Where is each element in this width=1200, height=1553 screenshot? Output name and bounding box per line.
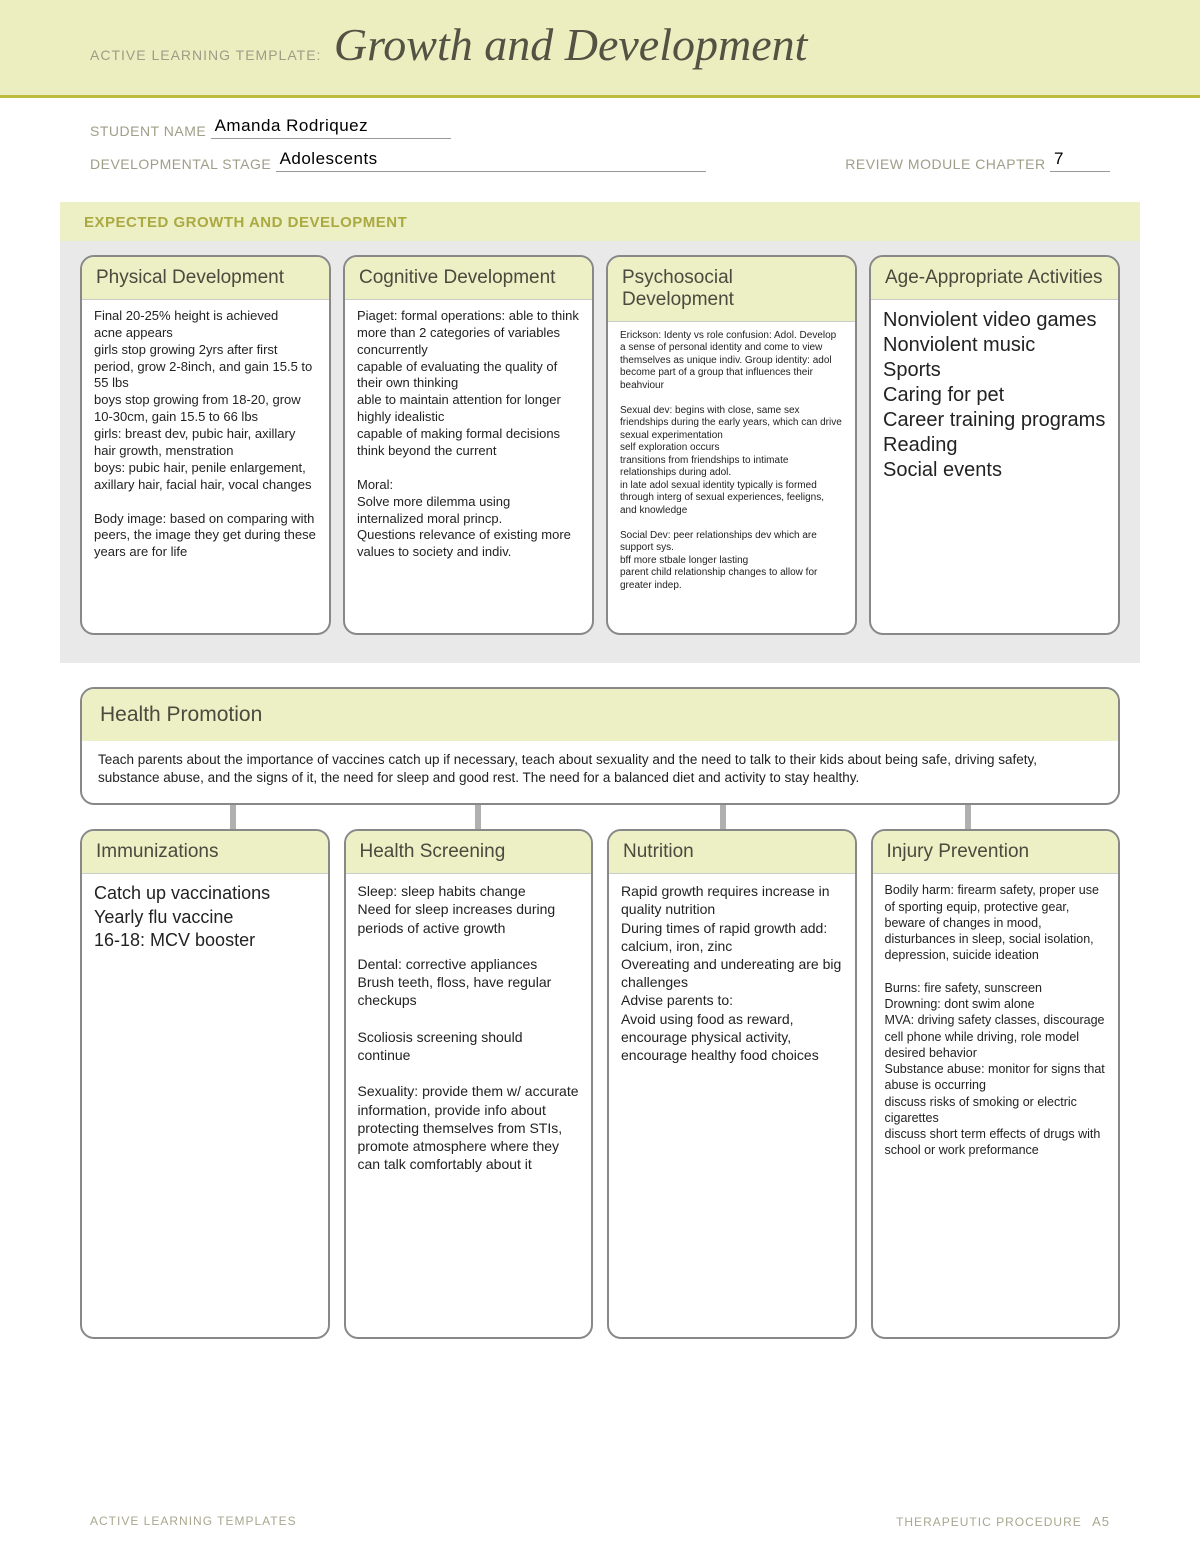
screen-body: Sleep: sleep habits change Need for slee… [346, 874, 592, 1185]
header-title: Growth and Development [334, 18, 808, 71]
health-promotion-wrap: Health Promotion Teach parents about the… [80, 687, 1120, 829]
stage-row: DEVELOPMENTAL STAGE Adolescents REVIEW M… [90, 149, 1110, 172]
card-activities-title: Age-Appropriate Activities [871, 257, 1118, 300]
screen-title: Health Screening [346, 831, 592, 874]
card-injury: Injury Prevention Bodily harm: firearm s… [871, 829, 1121, 1339]
student-value: Amanda Rodriquez [211, 116, 451, 139]
student-row: STUDENT NAME Amanda Rodriquez [90, 116, 1110, 139]
card-nutrition: Nutrition Rapid growth requires increase… [607, 829, 857, 1339]
card-cognitive-title: Cognitive Development [345, 257, 592, 300]
footer-right: THERAPEUTIC PROCEDURE A5 [896, 1514, 1110, 1529]
immun-body: Catch up vaccinations Yearly flu vaccine… [82, 874, 328, 964]
card-physical-title: Physical Development [82, 257, 329, 300]
health-title: Health Promotion [82, 689, 1118, 741]
fields-block: STUDENT NAME Amanda Rodriquez DEVELOPMEN… [0, 98, 1200, 172]
card-cognitive: Cognitive Development Piaget: formal ope… [343, 255, 594, 635]
card-screening: Health Screening Sleep: sleep habits cha… [344, 829, 594, 1339]
student-label: STUDENT NAME [90, 123, 206, 139]
injury-title: Injury Prevention [873, 831, 1119, 874]
injury-body: Bodily harm: firearm safety, proper use … [873, 874, 1119, 1170]
footer: ACTIVE LEARNING TEMPLATES THERAPEUTIC PR… [0, 1514, 1200, 1529]
header-band: ACTIVE LEARNING TEMPLATE: Growth and Dev… [0, 0, 1200, 98]
immun-title: Immunizations [82, 831, 328, 874]
stage-label: DEVELOPMENTAL STAGE [90, 156, 271, 172]
card-cognitive-body: Piaget: formal operations: able to think… [345, 300, 592, 573]
module-label: REVIEW MODULE CHAPTER [845, 156, 1045, 172]
card-psychosocial-body: Erickson: Identy vs role confusion: Adol… [608, 322, 855, 605]
header-prefix: ACTIVE LEARNING TEMPLATE: [90, 47, 321, 63]
health-body: Teach parents about the importance of va… [82, 741, 1118, 803]
connector [230, 805, 236, 829]
connector [965, 805, 971, 829]
footer-right-label: THERAPEUTIC PROCEDURE [896, 1515, 1082, 1529]
nutr-title: Nutrition [609, 831, 855, 874]
expected-section: EXPECTED GROWTH AND DEVELOPMENT Physical… [60, 202, 1140, 663]
card-psychosocial-title: Psychosocial Development [608, 257, 855, 322]
card-activities: Age-Appropriate Activities Nonviolent vi… [869, 255, 1120, 635]
bottom-row: Immunizations Catch up vaccinations Year… [80, 829, 1120, 1339]
card-physical-body: Final 20-25% height is achieved acne app… [82, 300, 329, 573]
footer-right-num: A5 [1092, 1514, 1110, 1529]
expected-section-title: EXPECTED GROWTH AND DEVELOPMENT [60, 202, 1140, 241]
health-promotion-card: Health Promotion Teach parents about the… [80, 687, 1120, 805]
card-immunizations: Immunizations Catch up vaccinations Year… [80, 829, 330, 1339]
card-physical: Physical Development Final 20-25% height… [80, 255, 331, 635]
stage-value: Adolescents [276, 149, 706, 172]
page: ACTIVE LEARNING TEMPLATE: Growth and Dev… [0, 0, 1200, 1553]
connector [475, 805, 481, 829]
module-value: 7 [1050, 149, 1110, 172]
card-activities-body: Nonviolent video games Nonviolent music … [871, 300, 1118, 495]
card-psychosocial: Psychosocial Development Erickson: Ident… [606, 255, 857, 635]
connector [720, 805, 726, 829]
nutr-body: Rapid growth requires increase in qualit… [609, 874, 855, 1076]
footer-left: ACTIVE LEARNING TEMPLATES [90, 1514, 297, 1529]
cards-row: Physical Development Final 20-25% height… [60, 241, 1140, 635]
connectors [80, 805, 1120, 829]
